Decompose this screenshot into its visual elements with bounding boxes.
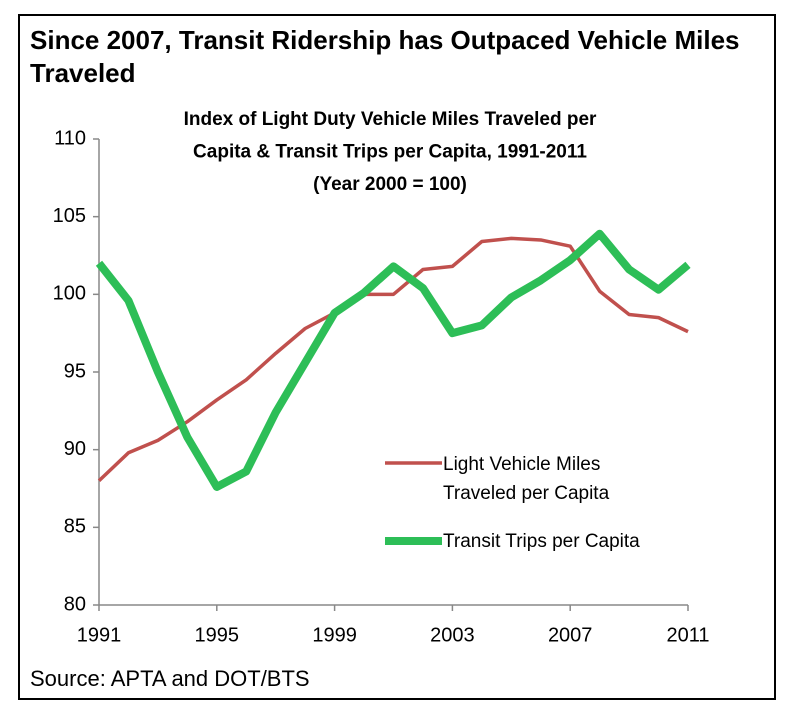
x-tick-label: 2003 [430, 624, 475, 646]
legend-label: Transit Trips per Capita [443, 531, 640, 552]
y-tick-label: 100 [53, 283, 86, 305]
chart-title: Index of Light Duty Vehicle Miles Travel… [184, 109, 597, 130]
x-tick-label: 1995 [195, 624, 240, 646]
x-tick-label: 1991 [77, 624, 122, 646]
y-tick-label: 110 [54, 127, 86, 149]
y-tick-label: 95 [64, 360, 86, 382]
legend-label: Light Vehicle Miles Traveled per Capita [443, 454, 610, 504]
chart-title: Capita & Transit Trips per Capita, 1991-… [193, 142, 587, 163]
y-tick-label: 80 [64, 593, 86, 615]
frame [18, 14, 776, 700]
series-line [95, 229, 691, 491]
x-tick-label: 2007 [548, 624, 593, 646]
series-line [97, 236, 689, 483]
y-tick-label: 90 [64, 438, 86, 460]
source: Source: APTA and DOT/BTS [30, 666, 310, 691]
x-tick-label: 1999 [312, 624, 357, 646]
chart-title: (Year 2000 = 100) [313, 174, 467, 195]
page-title: Since 2007, Transit Ridership has Outpac… [30, 25, 740, 88]
y-tick-label: 105 [53, 205, 86, 227]
y-tick-label: 85 [64, 516, 86, 538]
x-tick-label: 2011 [666, 624, 709, 646]
